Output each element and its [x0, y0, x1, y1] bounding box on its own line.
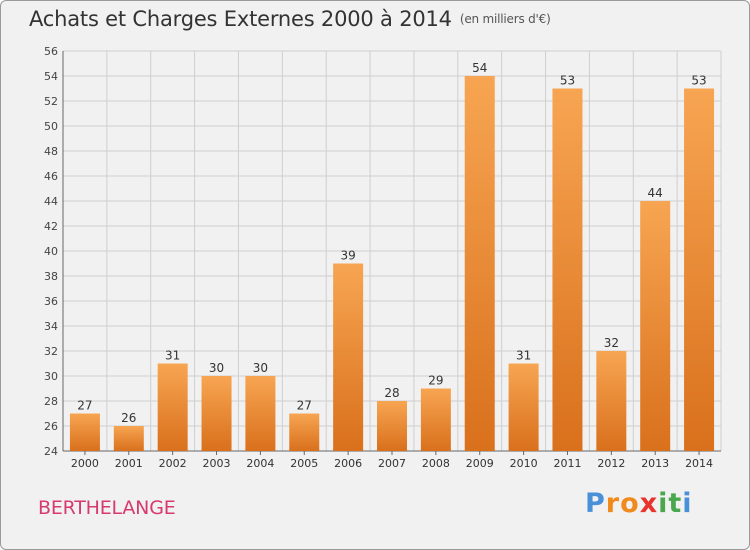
x-tick-label: 2010: [510, 457, 538, 470]
bar: [289, 413, 320, 451]
logo-letter: o: [620, 488, 640, 519]
y-tick-label: 24: [44, 445, 58, 458]
y-tick-label: 38: [44, 270, 58, 283]
y-tick-label: 44: [44, 195, 58, 208]
bar-value-label: 54: [472, 61, 487, 75]
y-tick-label: 42: [44, 220, 58, 233]
logo-letter: i: [658, 488, 669, 519]
logo-letter: P: [585, 488, 606, 519]
y-tick-label: 30: [44, 370, 58, 383]
bar-value-label: 53: [691, 74, 706, 88]
bar-value-label: 26: [121, 411, 136, 425]
bar-value-label: 39: [340, 249, 355, 263]
logo-letter: t: [668, 488, 683, 519]
bar-value-label: 32: [604, 336, 619, 350]
bar: [157, 363, 188, 451]
bar-value-label: 27: [297, 399, 312, 413]
bar-value-label: 31: [516, 349, 531, 363]
proxiti-logo: Proxiti: [585, 488, 693, 519]
chart-unit: (en milliers d'€): [459, 12, 551, 26]
y-tick-label: 54: [44, 70, 58, 83]
bar: [640, 201, 671, 451]
x-tick-label: 2000: [71, 457, 99, 470]
x-tick-label: 2005: [290, 457, 318, 470]
bar-value-label: 30: [209, 361, 224, 375]
bar: [552, 88, 583, 451]
y-tick-label: 46: [44, 170, 58, 183]
commune-name: BERTHELANGE: [38, 497, 176, 519]
y-tick-label: 50: [44, 120, 58, 133]
x-tick-label: 2004: [246, 457, 274, 470]
bar: [333, 263, 364, 451]
chart-title-text: Achats et Charges Externes 2000 à 2014: [29, 7, 452, 31]
bar: [684, 88, 715, 451]
y-tick-label: 28: [44, 395, 58, 408]
x-tick-label: 2011: [553, 457, 581, 470]
bar: [201, 376, 232, 451]
y-tick-label: 52: [44, 95, 58, 108]
bar-value-label: 53: [560, 74, 575, 88]
bar: [420, 388, 451, 451]
x-tick-label: 2013: [641, 457, 669, 470]
bar: [113, 426, 144, 451]
bar-value-label: 31: [165, 349, 180, 363]
bar: [69, 413, 100, 451]
y-tick-label: 36: [44, 295, 58, 308]
bar: [596, 351, 627, 451]
bar-value-label: 29: [428, 374, 443, 388]
y-tick-label: 26: [44, 420, 58, 433]
bar: [464, 76, 495, 451]
x-tick-label: 2012: [597, 457, 625, 470]
y-tick-label: 48: [44, 145, 58, 158]
bar: [245, 376, 276, 451]
x-tick-label: 2001: [115, 457, 143, 470]
chart-title: Achats et Charges Externes 2000 à 2014 (e…: [29, 7, 551, 31]
bar-value-label: 27: [77, 399, 92, 413]
x-tick-label: 2002: [159, 457, 187, 470]
x-tick-label: 2009: [466, 457, 494, 470]
bar-value-label: 44: [648, 186, 663, 200]
y-tick-label: 40: [44, 245, 58, 258]
logo-letter: x: [639, 488, 659, 519]
y-tick-label: 34: [44, 320, 58, 333]
y-tick-label: 56: [44, 45, 58, 58]
bar-value-label: 30: [253, 361, 268, 375]
logo-letter: i: [682, 488, 693, 519]
y-tick-label: 32: [44, 345, 58, 358]
x-tick-label: 2014: [685, 457, 713, 470]
x-tick-label: 2003: [203, 457, 231, 470]
bar: [508, 363, 539, 451]
x-tick-label: 2007: [378, 457, 406, 470]
x-tick-label: 2006: [334, 457, 362, 470]
x-tick-label: 2008: [422, 457, 450, 470]
logo-letter: r: [605, 488, 621, 519]
bar: [377, 401, 407, 451]
bar-value-label: 28: [384, 386, 399, 400]
